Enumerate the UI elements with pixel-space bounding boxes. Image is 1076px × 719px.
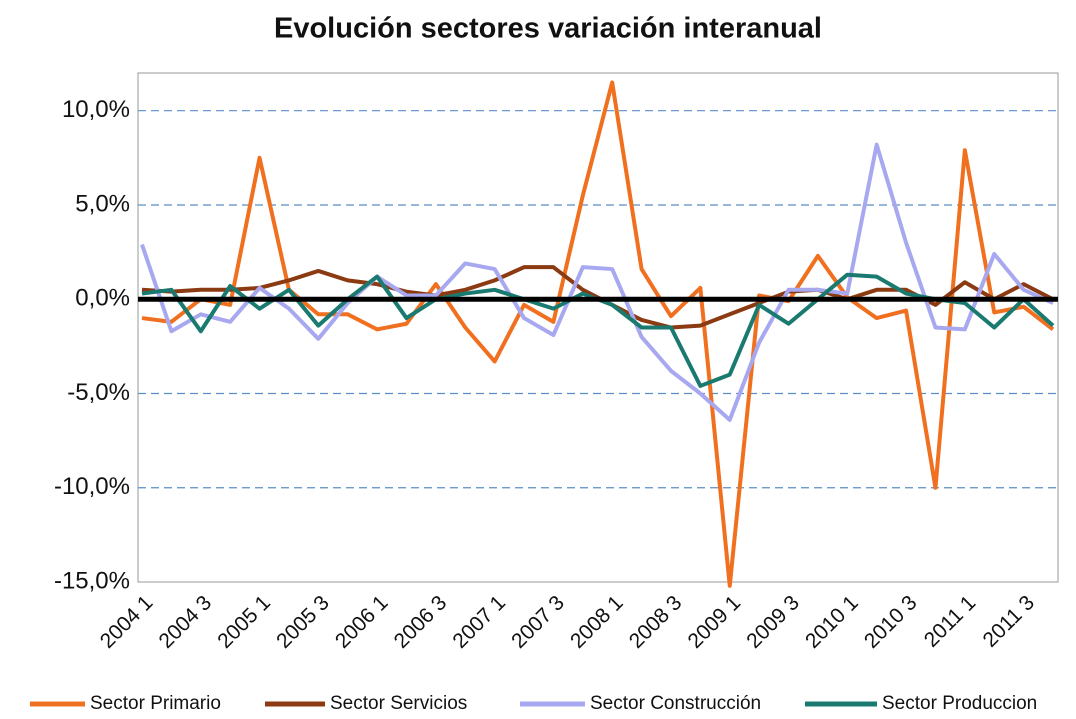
x-tick-label: 2011 3 [978,591,1039,652]
x-tick-label: 2004 3 [155,591,217,653]
y-tick-label: -15,0% [54,567,130,594]
x-tick-label: 2008 3 [625,591,687,653]
x-tick-label: 2007 3 [507,591,569,653]
legend-label: Sector Servicios [330,693,467,714]
plot-frame [137,72,1059,583]
x-tick-label: 2009 1 [684,591,746,653]
x-tick-label: 2005 3 [272,591,334,653]
legend-label: Sector Produccion [882,693,1037,714]
x-tick-label: 2005 1 [213,591,275,653]
x-tick-label: 2010 3 [860,591,922,653]
chart-title: Evolución sectores variación interanual [274,13,822,45]
x-tick-label: 2007 1 [448,591,510,653]
x-tick-label: 2009 3 [742,591,804,653]
y-tick-label: -10,0% [54,473,130,500]
x-tick-label: 2006 3 [390,591,452,653]
x-tick-label: 2010 1 [801,591,863,653]
series-line [140,142,1054,422]
y-tick-label: 5,0% [75,190,130,217]
legend-label: Sector Construcción [590,693,761,714]
y-tick-label: 0,0% [75,285,130,312]
x-tick-label: 2011 1 [920,591,981,652]
y-tick-label: 10,0% [62,96,130,123]
series-line [141,80,1055,588]
legend-label: Sector Primario [90,693,221,714]
x-tick-label: 2004 1 [96,591,158,653]
x-tick-label: 2008 1 [566,591,628,653]
y-tick-label: -5,0% [67,379,130,406]
x-tick-label: 2006 1 [331,591,393,653]
